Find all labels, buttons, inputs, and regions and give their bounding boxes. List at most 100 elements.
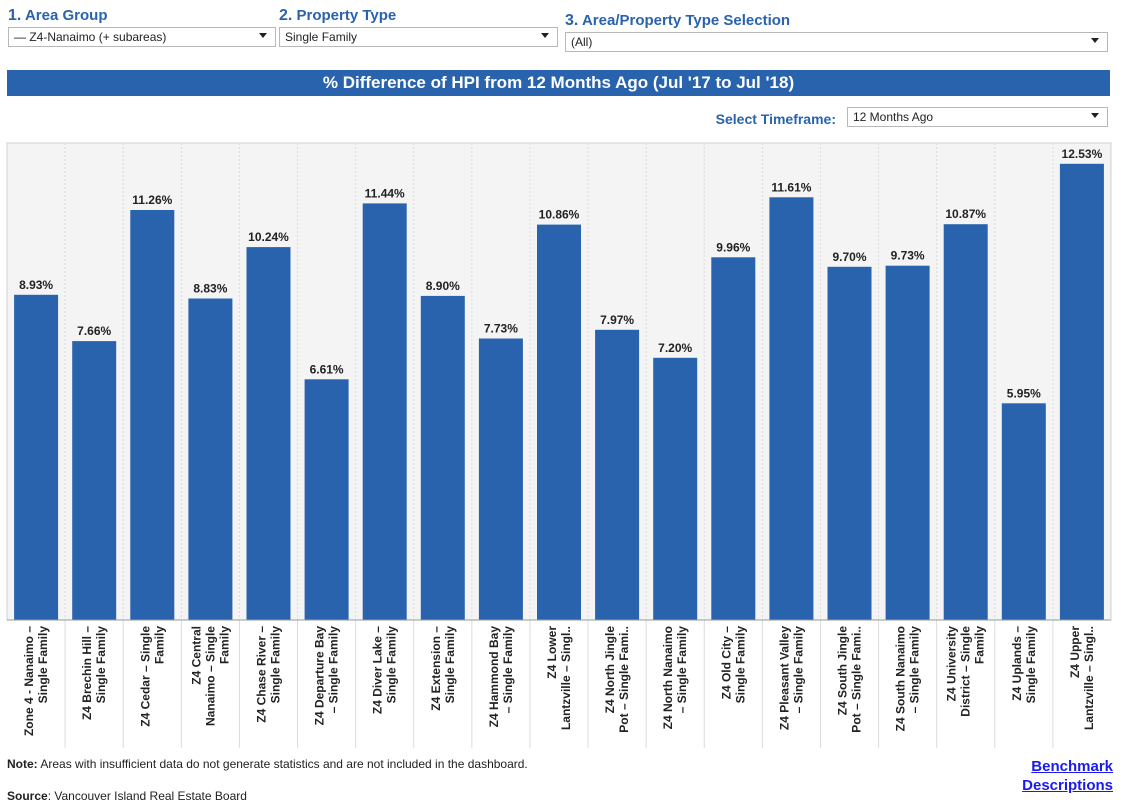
bar[interactable] <box>943 224 988 620</box>
category-label-line: Z4 Uplands – <box>1010 626 1024 701</box>
bar[interactable] <box>304 379 349 620</box>
selection-value: (All) <box>571 35 593 49</box>
bar[interactable] <box>595 329 640 620</box>
category-label-line: District – Single <box>959 626 973 717</box>
category-label-line: Family <box>152 626 166 664</box>
bar[interactable] <box>885 265 930 620</box>
property-type-select[interactable]: Single Family <box>279 27 558 47</box>
category-label-line: – Single Family <box>501 626 515 714</box>
bar-value-label: 12.53% <box>1062 147 1103 161</box>
category-label-line: Z4 Central <box>189 626 203 685</box>
category-label-line: – Single Family <box>327 626 341 714</box>
category-label-line: – Single Family <box>675 626 689 714</box>
category-label: Z4 Cedar – Single Family <box>138 626 166 727</box>
bar[interactable] <box>72 341 117 620</box>
category-label-line: Single Family <box>269 626 283 704</box>
bar-value-label: 7.73% <box>484 322 518 336</box>
category-label-line: Z4 North Jingle <box>603 626 617 714</box>
category-label-line: Single Family <box>443 626 457 704</box>
category-label-line: Z4 Cedar – Single <box>138 626 152 727</box>
area-group-filter: 1. Area Group <box>8 7 107 25</box>
category-label: Z4 South Nanaimo – Single Family <box>894 626 922 732</box>
category-label-line: Z4 Old City – <box>719 626 733 700</box>
category-label-line: – Single Family <box>791 626 805 714</box>
bar-value-label: 9.70% <box>832 250 866 264</box>
bar[interactable] <box>420 295 465 620</box>
footer-source: Source: Vancouver Island Real Estate Boa… <box>7 789 247 803</box>
category-label-line: Z4 Extension – <box>429 626 443 711</box>
category-label: Z4 Old City – Single Family <box>719 626 747 704</box>
bar[interactable] <box>769 197 814 621</box>
property-type-label: 2. Property Type <box>279 7 397 24</box>
bar-value-label: 9.73% <box>891 249 925 263</box>
category-label-line: Z4 Chase River – <box>255 626 269 723</box>
category-label-line: Lantzville – Singl.. <box>1082 626 1096 730</box>
bar-value-label: 7.20% <box>658 341 692 355</box>
bar[interactable] <box>537 224 581 620</box>
chevron-down-icon <box>259 33 267 38</box>
category-label: Z4 South Jingle Pot – Single Fami.. <box>836 626 864 733</box>
category-label-line: Z4 Departure Bay <box>313 626 327 726</box>
area-group-select[interactable]: — Z4-Nanaimo (+ subareas) <box>8 27 276 47</box>
benchmark-descriptions-link[interactable]: Benchmark Descriptions <box>1022 758 1113 794</box>
selection-select[interactable]: (All) <box>565 32 1108 52</box>
area-group-label: 1. Area Group <box>8 7 108 24</box>
bar-value-label: 5.95% <box>1007 386 1041 400</box>
category-label: Z4 Extension – Single Family <box>429 626 457 711</box>
category-label-line: Z4 Lower <box>545 626 559 679</box>
footer-note: Note: Areas with insufficient data do no… <box>7 757 528 771</box>
category-label-line: Family <box>217 626 231 664</box>
bar[interactable] <box>653 357 698 620</box>
category-label-line: Single Family <box>94 626 108 704</box>
bar-value-label: 11.44% <box>365 186 405 200</box>
category-label-line: Single Family <box>733 626 747 704</box>
category-label-line: Single Family <box>1024 626 1038 704</box>
category-label-line: Z4 Diver Lake – <box>371 626 385 714</box>
category-label-line: Z4 University <box>945 626 959 702</box>
hpi-bar-chart: 8.93% 7.66% 11.26% 8.83% 10.24% 6.61% 11.44% 8.… <box>6 142 1112 748</box>
category-label: Z4 Brechin Hill – Single Family <box>80 626 108 720</box>
category-label-line: – Single Family <box>908 626 922 714</box>
category-label-line: Lantzville – Singl.. <box>559 626 573 730</box>
category-label: Z4 North Nanaimo – Single Family <box>661 626 689 730</box>
bar[interactable] <box>188 298 233 621</box>
bar-value-label: 8.90% <box>426 279 460 293</box>
bar-value-label: 9.96% <box>716 240 750 254</box>
category-label: Z4 University District – Single Family <box>945 626 987 717</box>
category-label-line: Pot – Single Fami.. <box>850 626 864 733</box>
selection-filter: 3. Area/Property Type Selection <box>565 12 790 30</box>
category-label: Z4 North Jingle Pot – Single Fami.. <box>603 626 631 733</box>
category-label-line: Z4 North Nanaimo <box>661 626 675 729</box>
category-label-line: Nanaimo – Single <box>203 626 217 726</box>
category-label-line: Z4 Pleasant Valley <box>777 626 791 730</box>
category-label-line: Single Family <box>36 626 50 704</box>
timeframe-select[interactable]: 12 Months Ago <box>847 107 1108 127</box>
bar[interactable] <box>711 257 756 620</box>
area-group-value: — Z4-Nanaimo (+ subareas) <box>14 30 167 44</box>
bar-value-label: 10.86% <box>539 208 580 222</box>
category-label: Z4 Diver Lake – Single Family <box>371 626 399 714</box>
bar[interactable] <box>478 338 523 621</box>
bar[interactable] <box>14 294 59 620</box>
bar[interactable] <box>1059 163 1104 621</box>
category-label-line: Zone 4 - Nanaimo – <box>22 626 36 736</box>
bar-value-label: 10.87% <box>945 207 986 221</box>
property-type-value: Single Family <box>285 30 358 44</box>
bar[interactable] <box>827 266 872 620</box>
category-label-line: Family <box>973 626 987 664</box>
category-label-line: Z4 Hammond Bay <box>487 626 501 728</box>
category-label: Z4 Central Nanaimo – Single Family <box>189 626 231 726</box>
bar[interactable] <box>130 210 175 620</box>
bar[interactable] <box>362 203 407 620</box>
bar[interactable] <box>246 247 291 620</box>
category-label: Z4 Lower Lantzville – Singl.. <box>545 626 573 730</box>
timeframe-value: 12 Months Ago <box>853 110 934 124</box>
bar[interactable] <box>1001 403 1046 620</box>
chevron-down-icon <box>1091 38 1099 43</box>
bar-value-label: 8.93% <box>19 278 53 292</box>
category-label: Z4 Pleasant Valley – Single Family <box>777 626 805 730</box>
category-label-line: Z4 South Jingle <box>836 626 850 716</box>
category-label: Z4 Hammond Bay – Single Family <box>487 626 515 728</box>
bar-value-label: 8.83% <box>193 282 227 296</box>
category-label: Z4 Upper Lantzville – Singl.. <box>1068 626 1096 730</box>
